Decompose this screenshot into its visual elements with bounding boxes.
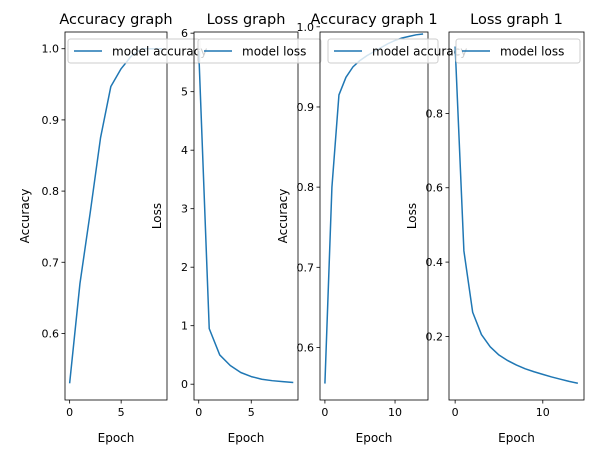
y-tick-label: 0.7 [297, 261, 315, 274]
legend-label: model accuracy [372, 45, 467, 59]
y-tick-label: 0 [181, 378, 188, 391]
y-axis-label: Loss [405, 203, 419, 229]
plot-frame [64, 31, 168, 401]
series-line [454, 46, 579, 385]
y-tick-label: 2 [181, 261, 188, 274]
y-tick-label: 0.9 [297, 101, 315, 114]
legend-label: model accuracy [112, 45, 207, 59]
x-tick-label: 0 [321, 406, 328, 419]
chart-title: Loss graph [207, 12, 286, 28]
y-tick-label: 0.4 [426, 256, 444, 269]
series-line [197, 50, 294, 384]
y-axis-label: Accuracy [18, 189, 32, 244]
legend-box [197, 38, 322, 64]
y-tick-label: 1.0 [42, 43, 60, 56]
legend: model accuracy [327, 38, 467, 64]
x-axis-label: Epoch [498, 431, 535, 445]
y-tick-label: 0.6 [426, 182, 444, 195]
chart-title: Loss graph 1 [470, 12, 563, 28]
legend: model accuracy [67, 38, 207, 64]
plot-frame [319, 31, 429, 401]
y-tick-label: 0.8 [297, 181, 315, 194]
x-tick-label: 0 [195, 406, 202, 419]
x-tick-label: 5 [248, 406, 255, 419]
legend: model loss [455, 38, 581, 64]
y-tick-label: 0.8 [42, 185, 60, 198]
y-tick-label: 0.8 [426, 107, 444, 120]
y-tick-label: 0.6 [297, 341, 315, 354]
chart-2: 0 5 0 1 2 3 4 5 6 Epoch Loss Loss graph model loss [150, 12, 322, 445]
legend-label: model loss [242, 45, 306, 59]
x-axis-label: Epoch [228, 431, 265, 445]
x-tick-label: 10 [536, 406, 550, 419]
y-tick-label: 4 [181, 144, 188, 157]
y-axis-label: Accuracy [276, 189, 290, 244]
series-line [68, 47, 163, 384]
y-tick-label: 1.0 [297, 21, 315, 34]
y-tick-label: 0.9 [42, 114, 60, 127]
chart-4: 0 10 0.2 0.4 0.6 0.8 Epoch Loss Loss graph 1 mode… [405, 12, 585, 445]
x-tick-label: 10 [388, 406, 402, 419]
y-tick-label: 6 [181, 27, 188, 40]
chart-1: 0 5 0.6 0.7 0.8 0.9 1.0 Epoch Accuracy Accuracy g… [18, 12, 207, 445]
y-tick-label: 0.2 [426, 330, 444, 343]
y-tick-label: 1 [181, 320, 188, 333]
chart-title: Accuracy graph [59, 12, 172, 28]
x-tick-label: 5 [118, 406, 125, 419]
plot-frame [193, 31, 299, 401]
y-tick-label: 5 [181, 86, 188, 99]
x-axis-label: Epoch [356, 431, 393, 445]
legend-box [455, 38, 581, 64]
y-tick-label: 0.6 [42, 327, 60, 340]
legend-box [327, 38, 439, 64]
legend: model loss [197, 38, 322, 64]
y-tick-label: 3 [181, 203, 188, 216]
x-tick-label: 0 [66, 406, 73, 419]
x-axis-label: Epoch [98, 431, 135, 445]
plot-frame [448, 31, 585, 401]
chart-3: 0 10 0.6 0.7 0.8 0.9 1.0 Epoch Accuracy Accuracy … [276, 12, 467, 445]
chart-title: Accuracy graph 1 [310, 12, 437, 28]
legend-label: model loss [500, 45, 564, 59]
y-axis-label: Loss [150, 203, 164, 229]
y-tick-label: 0.7 [42, 256, 60, 269]
x-tick-label: 0 [452, 406, 459, 419]
